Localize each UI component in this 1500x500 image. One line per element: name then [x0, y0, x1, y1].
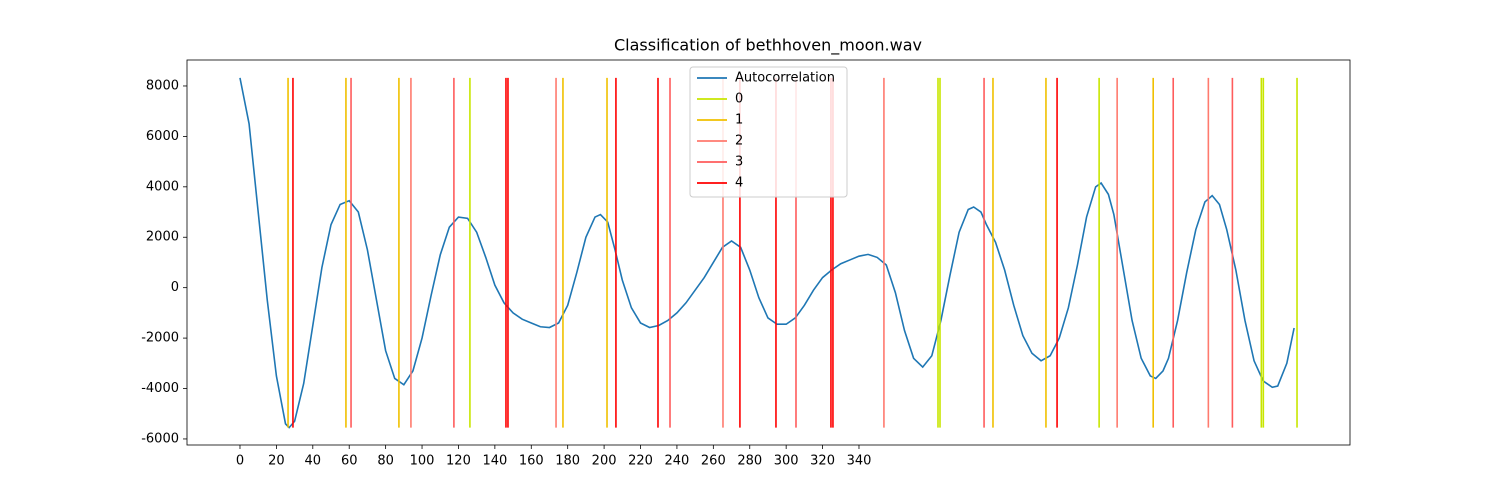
y-tick-label: -2000: [141, 331, 179, 346]
legend-box: [689, 66, 848, 198]
y-tick-label: 2000: [146, 230, 179, 245]
y-tick-label: 4000: [146, 179, 179, 194]
legend-label: Autocorrelation: [735, 71, 835, 86]
x-tick-label: 340: [847, 454, 872, 469]
y-tick-label: 8000: [146, 78, 179, 93]
legend-label: 2: [735, 134, 743, 149]
x-tick-label: 60: [341, 454, 358, 469]
legend-label: 1: [735, 113, 743, 128]
x-tick-label: 220: [628, 454, 653, 469]
y-tick-label: -4000: [141, 381, 179, 396]
x-tick-label: 280: [737, 454, 762, 469]
chart-title: Classification of bethhoven_moon.wav: [614, 36, 922, 56]
x-tick-label: 240: [665, 454, 690, 469]
legend-label: 4: [735, 176, 743, 191]
y-tick-label: 6000: [146, 129, 179, 144]
x-tick-label: 180: [555, 454, 580, 469]
autocorrelation-line: [239, 77, 1295, 429]
x-tick-label: 300: [774, 454, 799, 469]
x-tick-label: 320: [810, 454, 835, 469]
x-tick-label: 80: [377, 454, 394, 469]
x-tick-label: 0: [236, 454, 244, 469]
x-tick-label: 40: [305, 454, 322, 469]
plot-frame: [186, 59, 1351, 446]
x-tick-label: 140: [482, 454, 507, 469]
legend-label: 3: [735, 155, 743, 170]
x-tick-label: 100: [410, 454, 435, 469]
x-tick-label: 160: [519, 454, 544, 469]
y-tick-label: 0: [171, 280, 179, 295]
x-tick-label: 20: [268, 454, 285, 469]
y-tick-label: -6000: [141, 431, 179, 446]
legend-label: 0: [735, 92, 743, 107]
x-tick-label: 120: [446, 454, 471, 469]
x-tick-label: 260: [701, 454, 726, 469]
x-tick-label: 200: [592, 454, 617, 469]
